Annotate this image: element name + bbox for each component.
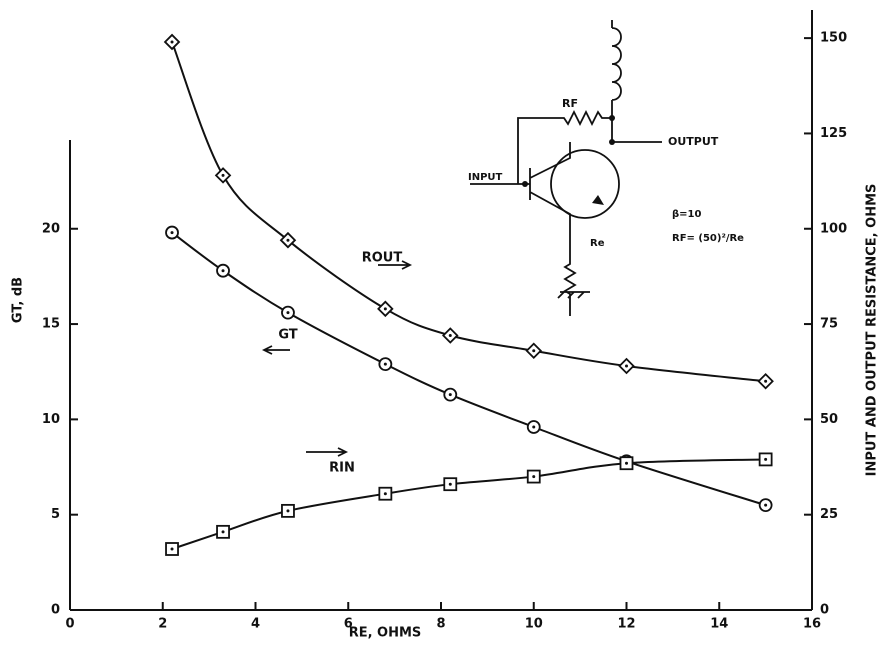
marker-dot xyxy=(171,231,174,234)
y2-tick-label: 0 xyxy=(820,603,829,618)
x-tick-label: 14 xyxy=(710,617,728,632)
y-tick-label: 15 xyxy=(42,317,60,332)
chart: RE, OHMS GT, dB INPUT AND OUTPUT RESISTA… xyxy=(0,0,885,641)
y2-tick-label: 150 xyxy=(820,31,847,46)
x-tick-label: 0 xyxy=(65,617,74,632)
marker-dot xyxy=(449,483,452,486)
x-tick-label: 16 xyxy=(803,617,821,632)
y-tick-label: 10 xyxy=(42,412,60,427)
marker-dot xyxy=(384,307,387,310)
marker-dot xyxy=(532,475,535,478)
y-tick-label: 20 xyxy=(42,221,60,236)
x-tick-label: 12 xyxy=(617,617,635,632)
marker-dot xyxy=(222,530,225,533)
marker-dot xyxy=(625,365,628,368)
series-line xyxy=(172,233,766,506)
circuit-label: β=10 xyxy=(672,209,701,220)
y-tick-label: 0 xyxy=(51,603,60,618)
marker-dot xyxy=(384,363,387,366)
x-tick-label: 2 xyxy=(158,617,167,632)
x-tick-label: 10 xyxy=(525,617,543,632)
circuit-label: OUTPUT xyxy=(668,135,719,148)
marker-dot xyxy=(286,239,289,242)
marker-dot xyxy=(286,311,289,314)
marker-dot xyxy=(384,492,387,495)
circuit-label: RF= (50)²/Re xyxy=(672,233,744,244)
marker-dot xyxy=(449,393,452,396)
marker-dot xyxy=(171,40,174,43)
y-axis-label: GT, dB xyxy=(11,277,26,323)
marker-dot xyxy=(625,462,628,465)
marker-dot xyxy=(222,269,225,272)
y2-tick-label: 125 xyxy=(820,126,847,141)
marker-dot xyxy=(764,458,767,461)
marker-dot xyxy=(532,426,535,429)
y2-tick-label: 25 xyxy=(820,507,838,522)
y-tick-label: 5 xyxy=(51,507,60,522)
y2-tick-label: 50 xyxy=(820,412,838,427)
y2-tick-label: 100 xyxy=(820,221,847,236)
series-label: RIN xyxy=(329,461,355,476)
x-tick-label: 8 xyxy=(436,617,445,632)
series-label: GT xyxy=(278,328,297,343)
x-tick-label: 6 xyxy=(344,617,353,632)
circuit-label: RF xyxy=(562,97,578,110)
series-line xyxy=(172,459,766,549)
marker-dot xyxy=(764,504,767,507)
series-label: ROUT xyxy=(362,251,403,266)
circuit-label: INPUT xyxy=(468,172,503,183)
marker-dot xyxy=(532,349,535,352)
marker-dot xyxy=(764,380,767,383)
y2-axis-label: INPUT AND OUTPUT RESISTANCE, OHMS xyxy=(865,184,880,477)
marker-dot xyxy=(222,174,225,177)
y2-tick-label: 75 xyxy=(820,317,838,332)
x-axis-label: RE, OHMS xyxy=(349,626,422,641)
circuit-label: Re xyxy=(590,238,605,249)
marker-dot xyxy=(171,548,174,551)
marker-dot xyxy=(449,334,452,337)
marker-dot xyxy=(286,509,289,512)
circuit: RF INPUT OUTPUT Re β=10 RF= (50)²/Re xyxy=(468,20,744,316)
x-tick-label: 4 xyxy=(251,617,260,632)
